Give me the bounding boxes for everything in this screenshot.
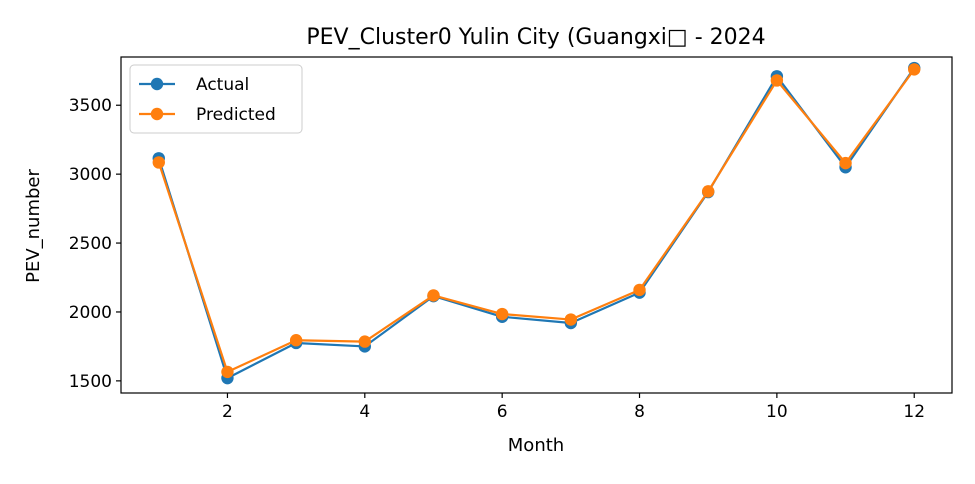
chart-title: PEV_Cluster0 Yulin City (Guangxi□ - 2024 <box>306 25 765 50</box>
legend-marker-1 <box>150 107 164 121</box>
x-tick-label: 2 <box>222 402 233 422</box>
series-1-point-2 <box>221 365 234 379</box>
y-tick-label: 3500 <box>69 96 112 116</box>
x-tick-label: 8 <box>634 402 645 422</box>
series-1-point-11 <box>839 156 852 170</box>
y-tick-label: 3000 <box>69 165 112 185</box>
series-1-point-1 <box>152 156 165 169</box>
plot-frame <box>120 56 953 394</box>
x-tick-label: 4 <box>359 402 370 422</box>
x-tick-label: 6 <box>497 402 508 422</box>
legend-box <box>129 64 303 134</box>
series-1-point-3 <box>289 334 303 347</box>
series-1-point-6 <box>495 307 509 321</box>
legend-label-1: Predicted <box>196 105 276 125</box>
series-1-point-12 <box>908 63 921 76</box>
series-1-point-9 <box>701 185 715 198</box>
x-tick-label: 10 <box>766 402 788 422</box>
series-line-0 <box>157 67 916 380</box>
legend: Actual Predicted <box>129 64 303 134</box>
series-1-point-7 <box>564 313 578 326</box>
series-1-point-8 <box>633 283 646 297</box>
legend-marker-0 <box>150 77 164 91</box>
x-axis-label: Month <box>508 435 564 456</box>
y-tick-label: 2500 <box>69 234 112 254</box>
x-tick-label: 12 <box>903 402 925 422</box>
y-tick-label: 1500 <box>69 372 112 392</box>
y-tick-label: 2000 <box>69 303 112 323</box>
series-1-point-4 <box>358 335 372 348</box>
series-line-1 <box>157 68 916 374</box>
series-1-point-5 <box>427 289 440 302</box>
legend-label-0: Actual <box>196 75 249 95</box>
y-axis-label: PEV_number <box>23 169 44 283</box>
series-1-point-10 <box>770 74 784 87</box>
